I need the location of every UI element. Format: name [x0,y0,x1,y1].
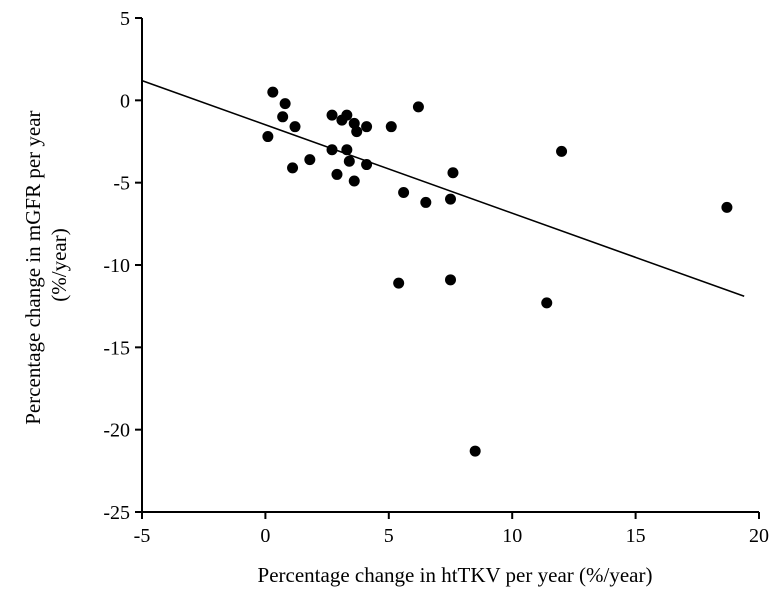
data-point [541,297,553,309]
data-point [420,196,432,208]
data-point [398,187,410,199]
data-point [348,175,360,187]
data-point [326,109,338,121]
x-tick-label: -5 [134,525,151,547]
y-axis-label-line-2: (%/year) [47,228,71,301]
data-point [277,111,289,123]
data-point [445,274,456,286]
data-point [279,98,291,110]
data-point [341,109,353,121]
data-point [385,121,397,133]
data-point [326,144,338,156]
data-point [304,154,316,166]
data-point [351,126,363,138]
y-axis-label-line-1: Percentage change in mGFR per year [21,110,45,424]
data-point [361,159,373,171]
data-point [361,121,373,133]
axis-ticks [135,17,760,519]
y-tick-label: 5 [120,8,130,30]
data-point [412,101,424,113]
x-tick-label: 15 [626,525,646,547]
y-axis-label: Percentage change in mGFR per year (%/ye… [21,105,71,425]
data-point [447,167,459,179]
y-tick-label: -15 [103,337,130,359]
y-tick-label: -5 [113,173,130,195]
data-point [289,121,301,133]
data-points [262,86,733,457]
data-point [262,131,274,143]
y-tick-label: 0 [120,90,130,112]
data-point [287,162,299,174]
x-tick-label: 0 [260,525,270,547]
x-axis-label: Percentage change in htTKV per year (%/y… [258,563,653,587]
trend-line [141,79,745,298]
y-tick-label: -25 [103,502,130,524]
tick-labels: -5 0 5 10 15 20 5 0 -5 -10 -15 -20 -25 [103,8,769,547]
data-point [393,277,405,289]
x-tick-label: 10 [502,525,522,547]
data-point [331,168,343,180]
data-point [445,193,456,205]
x-tick-label: 5 [384,525,394,547]
x-tick-label: 20 [749,525,769,547]
data-point [267,86,279,98]
y-tick-label: -20 [103,420,130,442]
data-point [556,145,568,157]
data-point [341,144,353,156]
data-point [343,155,355,167]
data-point [721,201,733,213]
axes [141,18,759,513]
y-tick-label: -10 [103,255,130,277]
data-point [469,445,481,457]
